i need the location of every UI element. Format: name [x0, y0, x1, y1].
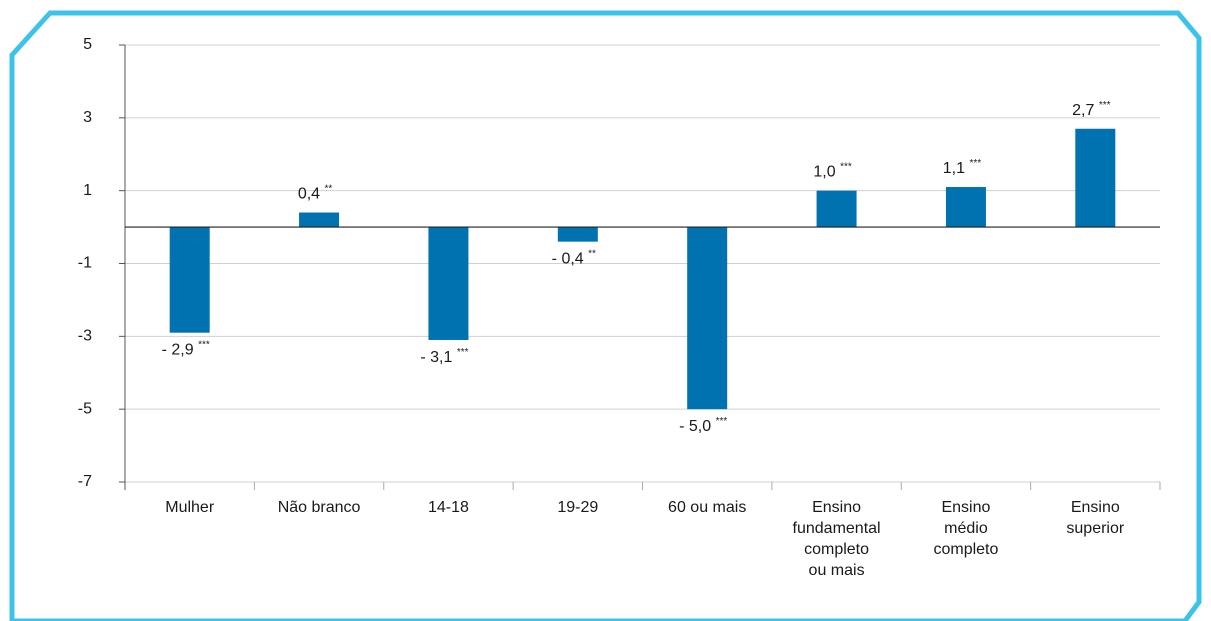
value-label: 2,7 *** — [1072, 99, 1110, 119]
x-tick-label: 60 ou mais — [668, 499, 746, 516]
value-label-significance: *** — [840, 161, 852, 172]
x-tick-label: 14-18 — [428, 499, 469, 516]
value-label-significance: *** — [969, 158, 981, 169]
value-label-significance: ** — [588, 248, 596, 259]
value-label-number: 1,0 — [813, 164, 835, 181]
value-label-significance: *** — [457, 347, 469, 358]
value-label-significance: *** — [716, 416, 728, 427]
value-label: - 5,0 *** — [679, 416, 727, 436]
value-label-significance: ** — [325, 183, 333, 194]
y-tick-label: -7 — [78, 473, 92, 490]
frame — [9, 10, 1202, 621]
x-tick-label: Mulher — [165, 499, 215, 516]
value-label-significance: *** — [198, 339, 210, 350]
bar — [557, 227, 598, 242]
value-label-number: - 2,9 — [162, 342, 194, 359]
y-tick-label: -1 — [78, 255, 92, 272]
value-label-number: 1,1 — [943, 160, 965, 177]
x-tick-label: Ensino médio completo — [933, 499, 998, 558]
bar — [945, 187, 986, 228]
value-label: - 3,1 *** — [420, 347, 468, 367]
value-label-number: 0,4 — [298, 186, 320, 203]
value-label-number: - 3,1 — [420, 349, 452, 366]
x-tick-label: Não branco — [278, 499, 361, 516]
y-tick-label: 3 — [83, 109, 92, 126]
value-label: 1,1 *** — [943, 158, 981, 178]
bar — [687, 227, 728, 410]
y-tick-label: -5 — [78, 400, 92, 417]
value-label: - 0,4 ** — [552, 248, 596, 268]
value-label-number: 2,7 — [1072, 102, 1094, 119]
value-label: 1,0 *** — [813, 161, 851, 181]
bar — [169, 227, 210, 333]
y-tick-label: -3 — [78, 328, 92, 345]
value-label-number: - 0,4 — [552, 251, 584, 268]
bar — [1075, 128, 1116, 228]
bar — [428, 227, 469, 340]
x-tick-label: Ensino superior — [1066, 499, 1124, 537]
bar — [816, 190, 857, 228]
x-tick-label: Ensino fundamental completo ou mais — [793, 499, 881, 579]
bar — [299, 212, 340, 228]
value-label: 0,4 ** — [298, 183, 333, 203]
value-label-significance: *** — [1099, 99, 1111, 110]
y-tick-label: 5 — [83, 36, 92, 53]
value-label-number: - 5,0 — [679, 418, 711, 435]
y-tick-label: 1 — [83, 182, 92, 199]
x-tick-label: 19-29 — [557, 499, 598, 516]
value-label: - 2,9 *** — [162, 339, 210, 359]
